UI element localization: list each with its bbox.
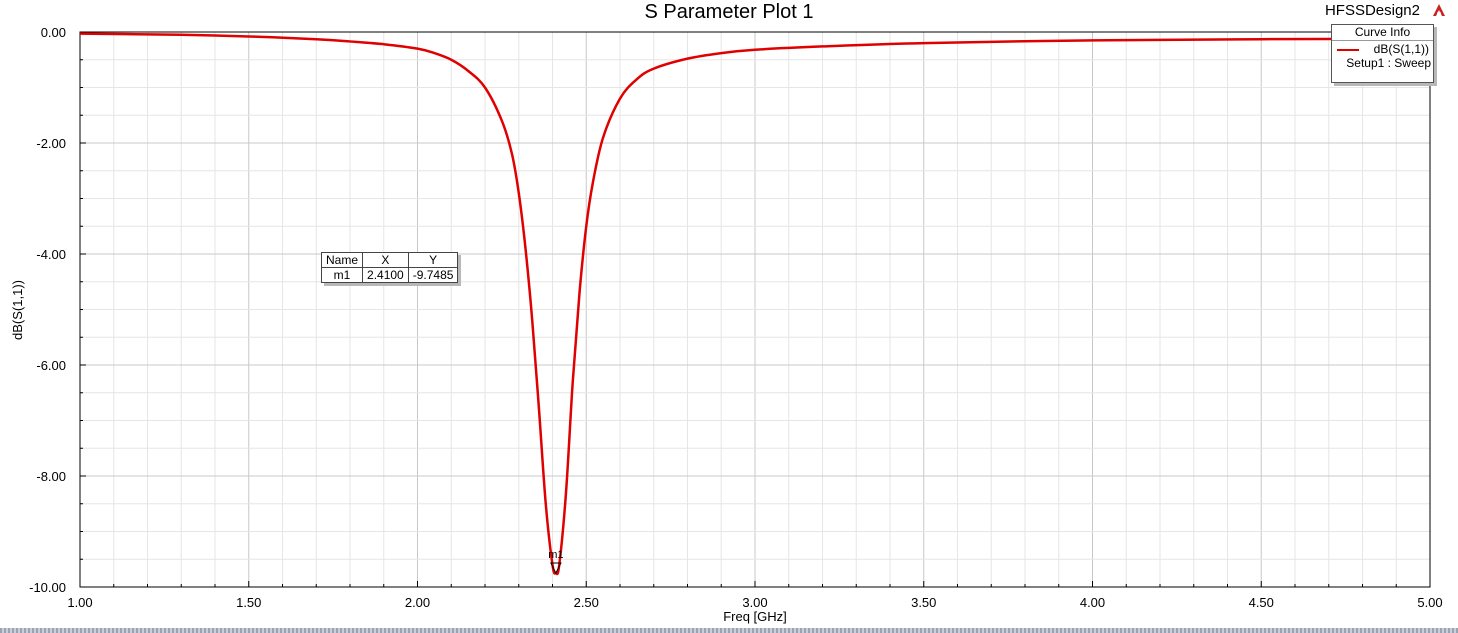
grid-lines [79, 31, 1431, 588]
x-tick-label: 3.50 [911, 595, 936, 610]
y-tick-label: -6.00 [36, 358, 66, 373]
legend-series-label: dB(S(1,1)) [1373, 42, 1429, 56]
marker-table-header: Name X Y [320, 252, 459, 268]
x-tick-label: 2.50 [574, 595, 599, 610]
marker-triangle[interactable] [550, 562, 562, 575]
marker-col-name: Name [320, 252, 364, 268]
ansys-logo-icon [1433, 4, 1445, 16]
legend-setup-label: Setup1 : Sweep [1346, 56, 1431, 70]
legend-entry[interactable]: dB(S(1,1)) [1332, 42, 1433, 56]
tick-marks [79, 31, 1431, 588]
x-tick-labels: 1.00 1.50 2.00 2.50 3.00 3.50 4.00 4.50 5.00 [67, 595, 1442, 610]
window-bottom-edge [0, 628, 1458, 633]
legend-title: Curve Info [1332, 25, 1433, 41]
y-axis-title: dB(S(1,1)) [10, 280, 25, 340]
y-tick-label: -4.00 [36, 247, 66, 262]
series-line-dB-S11 [79, 32, 1431, 576]
marker-x-cell: 2.4100 [362, 267, 409, 283]
marker-name-cell: m1 [320, 267, 364, 283]
x-tick-label: 1.00 [67, 595, 92, 610]
marker-col-x: X [362, 252, 409, 268]
x-axis-title: Freq [GHz] [723, 609, 787, 624]
y-tick-label: -10.00 [29, 580, 66, 595]
legend-swatch [1337, 49, 1359, 51]
markers: m1 [548, 549, 564, 575]
x-tick-label: 4.00 [1080, 595, 1105, 610]
marker-label: m1 [548, 549, 563, 561]
marker-table[interactable]: Name X Y m1 2.4100 -9.7485 [320, 252, 459, 283]
marker-col-y: Y [407, 252, 459, 268]
x-tick-label: 2.00 [405, 595, 430, 610]
x-tick-label: 4.50 [1249, 595, 1274, 610]
design-name: HFSSDesign2 [1324, 2, 1420, 19]
y-tick-label: -8.00 [36, 469, 66, 484]
x-tick-label: 1.50 [236, 595, 261, 610]
plot-title: S Parameter Plot 1 [644, 1, 814, 23]
x-tick-label: 3.00 [742, 595, 767, 610]
marker-y-cell: -9.7485 [407, 267, 459, 283]
y-tick-label: -2.00 [36, 136, 66, 151]
marker-table-row[interactable]: m1 2.4100 -9.7485 [320, 267, 459, 283]
y-tick-label: 0.00 [41, 25, 66, 40]
x-tick-label: 5.00 [1417, 595, 1442, 610]
y-tick-labels: 0.00 -2.00 -4.00 -6.00 -8.00 -10.00 [29, 25, 66, 595]
curve-info-legend[interactable]: Curve Info dB(S(1,1)) Setup1 : Sweep [1331, 24, 1434, 83]
